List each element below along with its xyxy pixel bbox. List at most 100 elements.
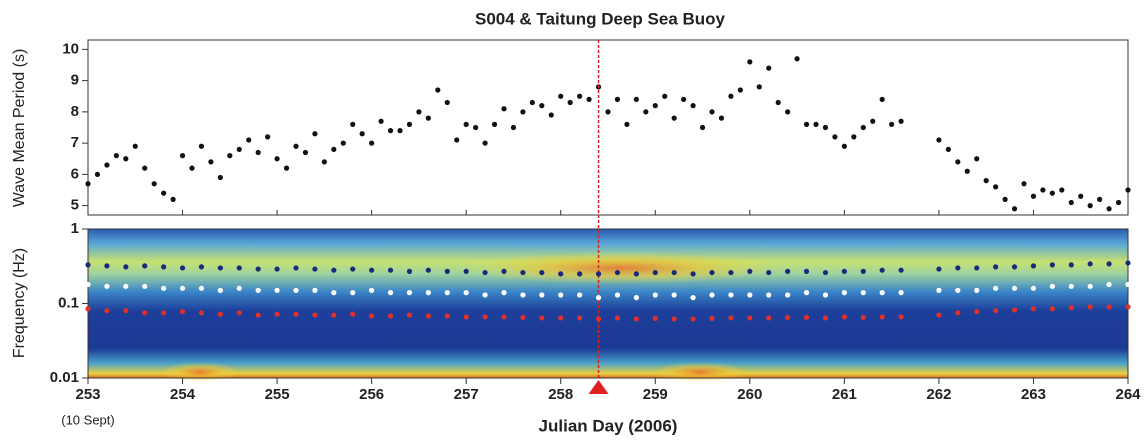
data-point bbox=[1106, 261, 1112, 267]
data-point bbox=[595, 271, 602, 277]
data-point bbox=[198, 143, 205, 149]
y-tick-label: 6 bbox=[71, 165, 79, 182]
data-point bbox=[274, 311, 280, 317]
x-tick-label: 262 bbox=[926, 386, 951, 403]
data-point bbox=[955, 310, 961, 316]
data-point bbox=[179, 308, 186, 315]
marker-triangle bbox=[588, 380, 609, 394]
data-point bbox=[444, 268, 450, 274]
data-point bbox=[482, 269, 488, 276]
top-frame bbox=[87, 39, 1129, 216]
data-point bbox=[217, 174, 223, 181]
data-point bbox=[1059, 187, 1065, 193]
data-point bbox=[529, 99, 535, 106]
data-point bbox=[879, 267, 885, 273]
data-point bbox=[1049, 190, 1055, 196]
data-point bbox=[473, 124, 479, 131]
data-point bbox=[747, 268, 753, 274]
data-point bbox=[747, 59, 753, 65]
data-point bbox=[671, 316, 677, 322]
data-point bbox=[728, 269, 734, 276]
data-point bbox=[936, 312, 942, 318]
data-point bbox=[860, 268, 866, 274]
data-point bbox=[104, 162, 110, 168]
data-point bbox=[265, 134, 271, 140]
data-point bbox=[520, 269, 526, 276]
data-point bbox=[822, 269, 829, 276]
data-point bbox=[123, 264, 129, 270]
data-point bbox=[255, 266, 261, 272]
data-point bbox=[1106, 304, 1112, 310]
data-point bbox=[1125, 304, 1131, 310]
data-point bbox=[662, 93, 668, 99]
x-tick-label: 258 bbox=[548, 386, 573, 403]
data-point bbox=[841, 143, 847, 149]
data-point bbox=[1125, 260, 1131, 266]
data-point bbox=[350, 290, 356, 296]
data-point bbox=[633, 316, 639, 322]
data-point bbox=[993, 308, 999, 314]
data-point bbox=[198, 285, 205, 291]
data-point bbox=[955, 159, 961, 165]
data-point bbox=[974, 265, 980, 271]
data-point bbox=[1106, 281, 1112, 288]
data-point bbox=[879, 314, 885, 320]
x-tick-label: 259 bbox=[643, 386, 668, 403]
data-point bbox=[747, 315, 753, 321]
data-point bbox=[331, 267, 337, 273]
data-point bbox=[1087, 283, 1093, 289]
y-axis-title: Frequency (Hz) bbox=[11, 248, 28, 358]
data-point bbox=[113, 153, 119, 159]
data-point bbox=[889, 121, 895, 127]
data-point bbox=[1011, 206, 1018, 212]
data-point bbox=[520, 314, 526, 321]
data-point bbox=[104, 308, 110, 314]
chart-title: S004 & Taitung Deep Sea Buoy bbox=[475, 9, 726, 28]
data-point bbox=[709, 109, 715, 115]
data-point bbox=[690, 295, 696, 301]
data-point bbox=[539, 315, 545, 321]
data-point bbox=[1002, 196, 1008, 202]
y-tick-label: 8 bbox=[71, 103, 79, 120]
data-point bbox=[945, 146, 951, 152]
data-point bbox=[293, 311, 299, 317]
data-point bbox=[822, 292, 829, 298]
data-point bbox=[993, 264, 999, 270]
data-point bbox=[652, 292, 658, 298]
data-point bbox=[785, 268, 791, 274]
data-point bbox=[302, 149, 309, 156]
data-point bbox=[331, 146, 337, 152]
data-point bbox=[378, 118, 384, 124]
data-point bbox=[709, 269, 715, 276]
data-point bbox=[955, 265, 961, 271]
data-point bbox=[425, 115, 431, 121]
data-point bbox=[142, 165, 148, 171]
data-point bbox=[104, 263, 110, 269]
data-point bbox=[520, 109, 526, 115]
data-point bbox=[387, 128, 394, 134]
data-point bbox=[463, 121, 469, 127]
data-point bbox=[501, 106, 507, 112]
data-point bbox=[974, 287, 980, 293]
data-point bbox=[406, 268, 413, 274]
data-point bbox=[312, 312, 318, 318]
data-point bbox=[217, 287, 223, 293]
data-point bbox=[870, 118, 876, 124]
data-point bbox=[558, 271, 564, 277]
data-point bbox=[217, 311, 223, 317]
y-tick-label: 9 bbox=[71, 72, 79, 89]
data-point bbox=[586, 96, 592, 102]
data-point bbox=[785, 109, 791, 115]
x-tick-label: 253 bbox=[75, 386, 100, 403]
data-point bbox=[85, 281, 91, 288]
data-point bbox=[236, 265, 242, 271]
data-point bbox=[482, 314, 488, 320]
data-point bbox=[1030, 263, 1037, 269]
data-point bbox=[699, 124, 706, 131]
data-point bbox=[539, 292, 545, 298]
data-point bbox=[1097, 196, 1103, 202]
data-point bbox=[1011, 285, 1018, 291]
data-point bbox=[728, 93, 734, 99]
data-point bbox=[236, 310, 242, 316]
data-point bbox=[321, 159, 327, 165]
